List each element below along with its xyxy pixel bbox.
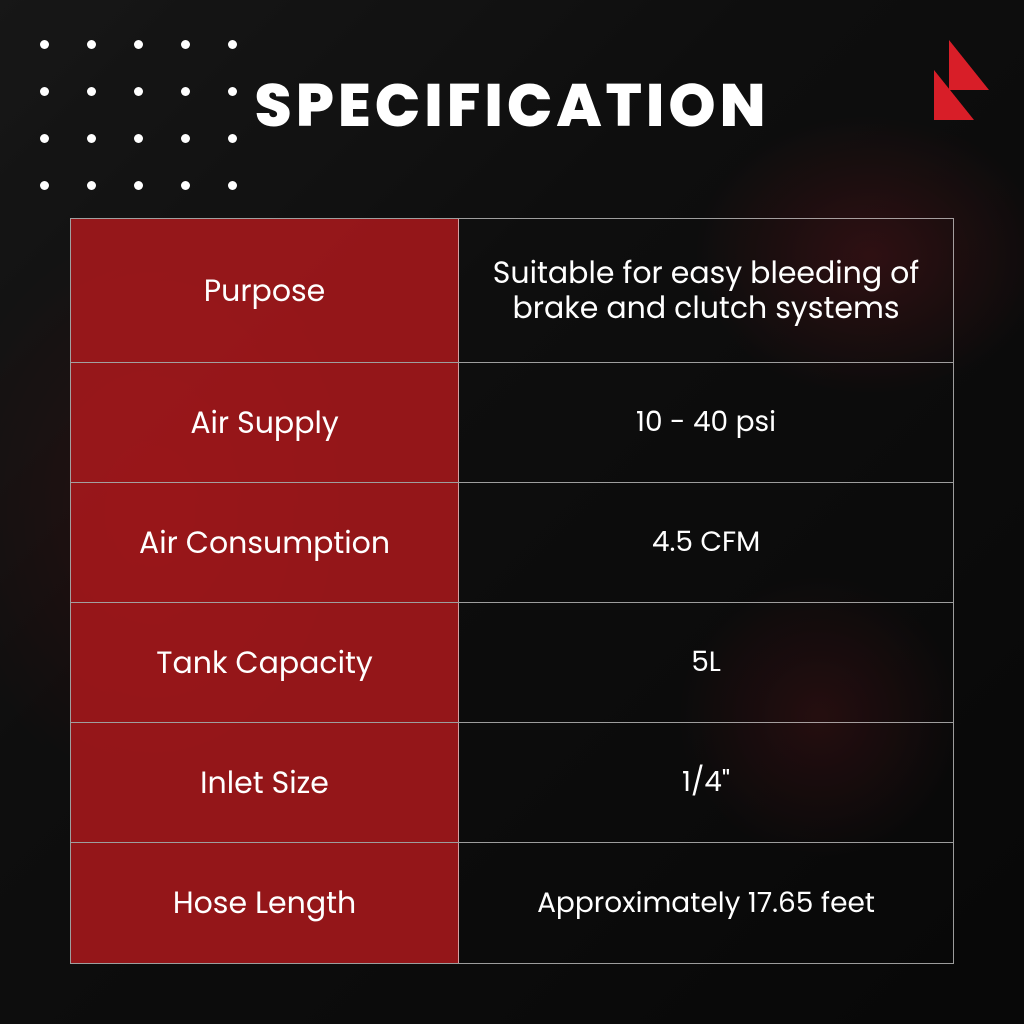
table-row: Tank Capacity 5L xyxy=(71,603,953,723)
spec-value: Suitable for easy bleeding of brake and … xyxy=(459,219,953,362)
spec-label: Air Supply xyxy=(71,363,459,482)
page-title: SPECIFICATION xyxy=(255,60,770,150)
table-row: Air Consumption 4.5 CFM xyxy=(71,483,953,603)
arrow-icon xyxy=(899,40,989,147)
spec-value: 10 - 40 psi xyxy=(459,363,953,482)
spec-label: Air Consumption xyxy=(71,483,459,602)
dot-grid-decoration xyxy=(40,40,237,190)
spec-value: 5L xyxy=(459,603,953,722)
table-row: Hose Length Approximately 17.65 feet xyxy=(71,843,953,963)
spec-table: Purpose Suitable for easy bleeding of br… xyxy=(70,218,954,964)
spec-label: Tank Capacity xyxy=(71,603,459,722)
spec-label: Hose Length xyxy=(71,843,459,963)
spec-value: 1/4" xyxy=(459,723,953,842)
table-row: Air Supply 10 - 40 psi xyxy=(71,363,953,483)
table-row: Inlet Size 1/4" xyxy=(71,723,953,843)
spec-value: 4.5 CFM xyxy=(459,483,953,602)
table-row: Purpose Suitable for easy bleeding of br… xyxy=(71,219,953,363)
spec-value: Approximately 17.65 feet xyxy=(459,843,953,963)
spec-label: Purpose xyxy=(71,219,459,362)
spec-label: Inlet Size xyxy=(71,723,459,842)
